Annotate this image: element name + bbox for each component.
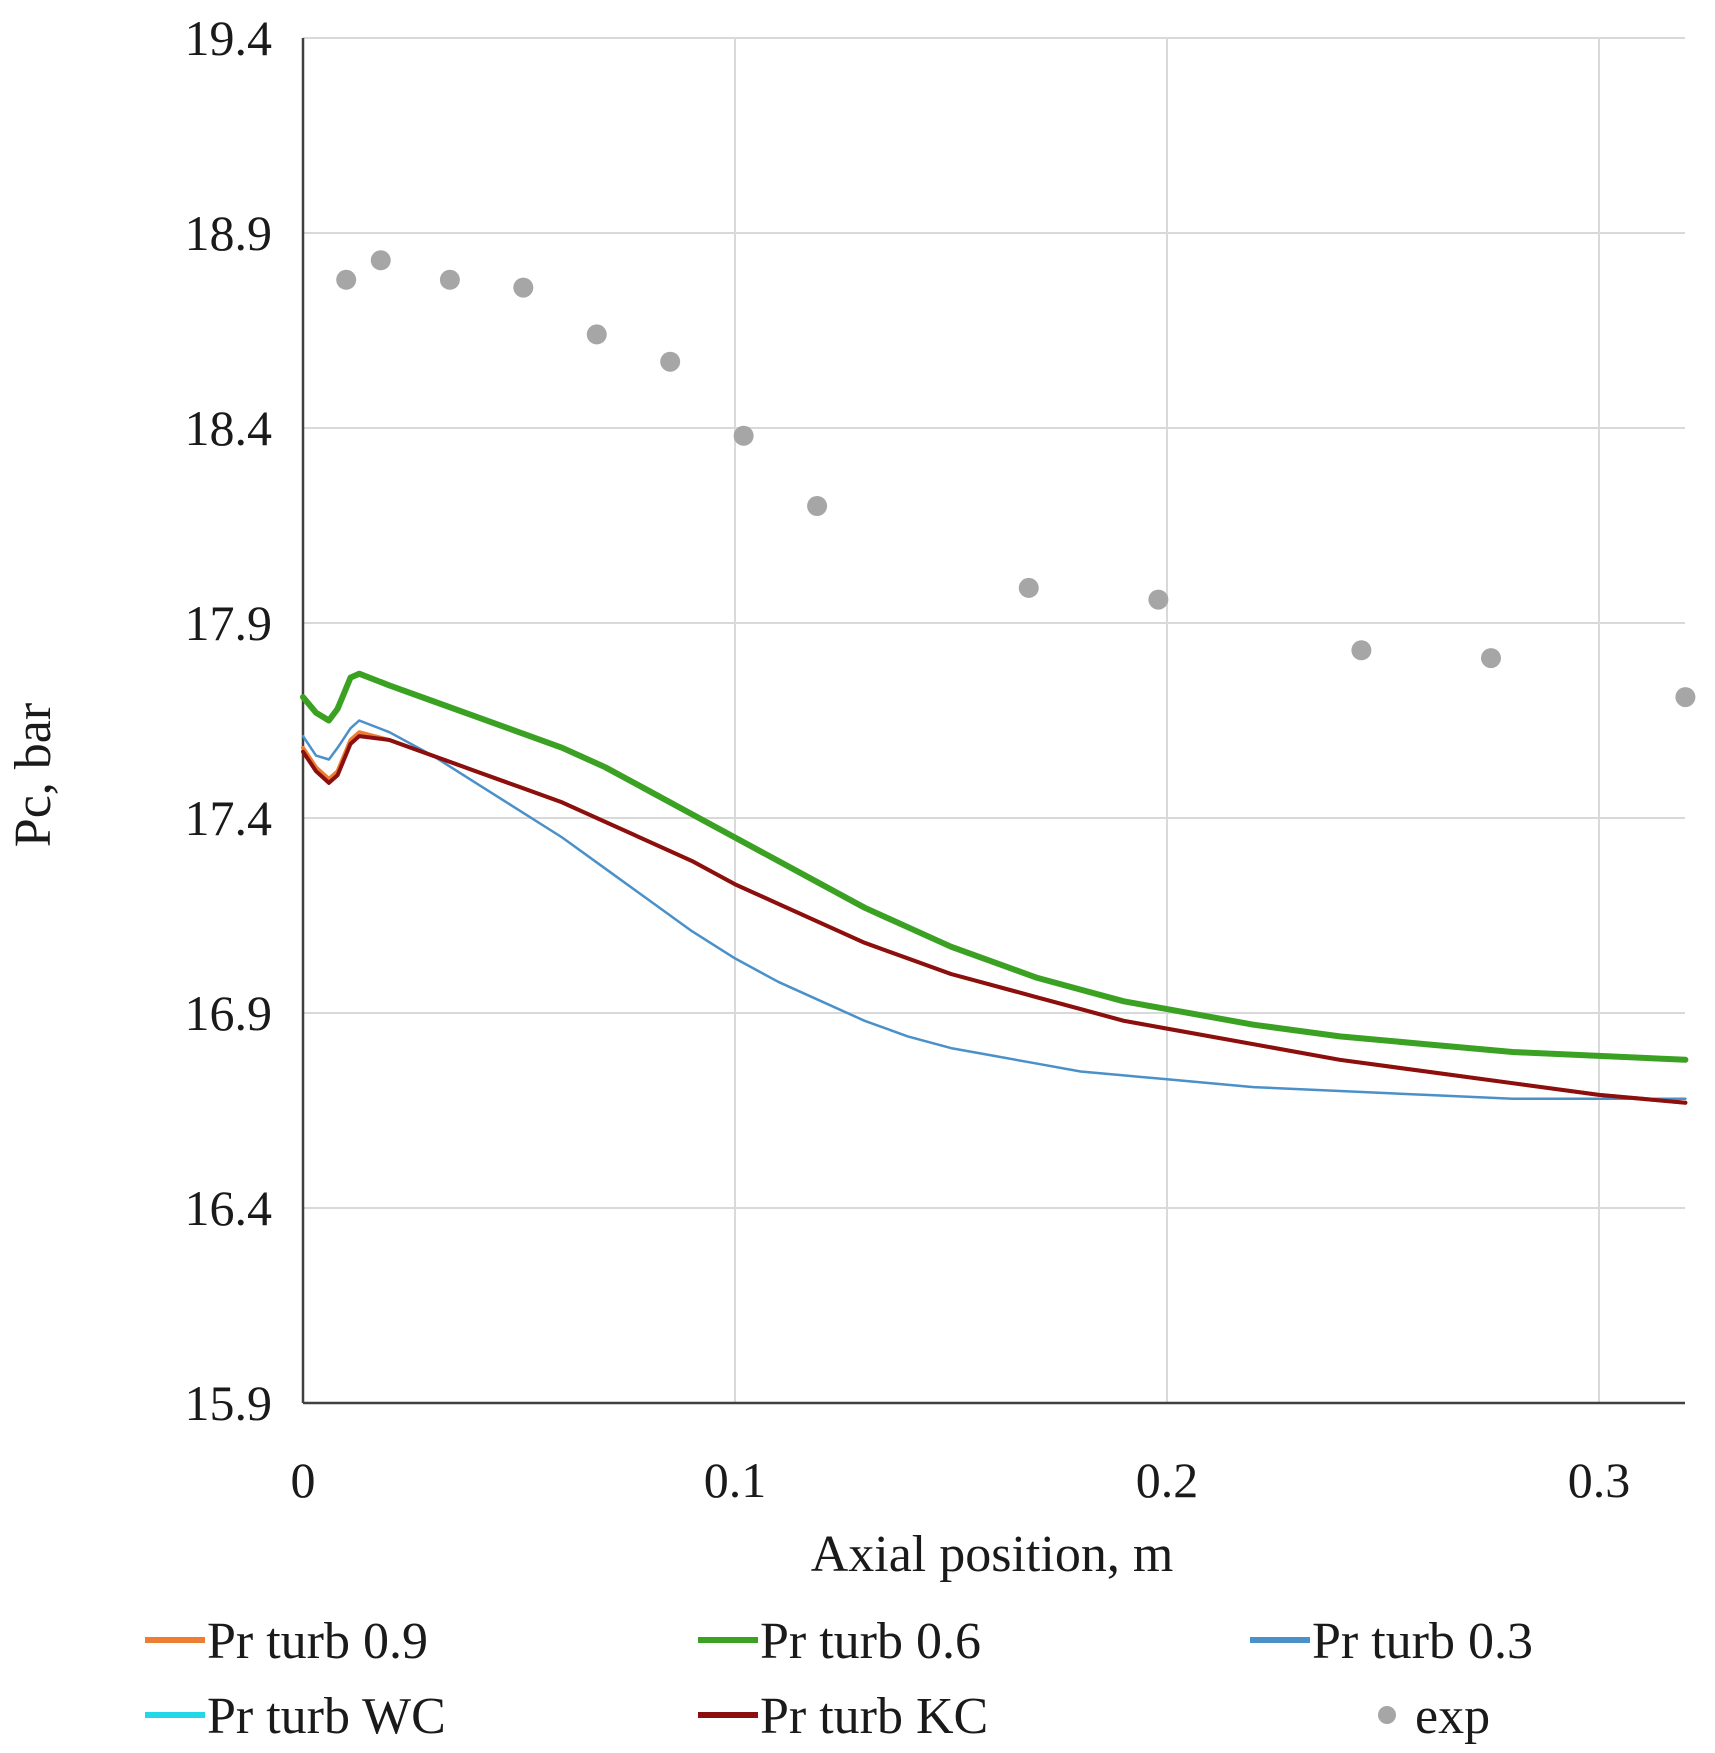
x-axis-title: Axial position, m bbox=[811, 1526, 1174, 1583]
legend-label-pr-turb-0-3: Pr turb 0.3 bbox=[1312, 1613, 1533, 1670]
legend-label-pr-turb-wc: Pr turb WC bbox=[207, 1688, 446, 1745]
y-tick-label: 18.4 bbox=[185, 400, 273, 456]
plot-area bbox=[300, 250, 1696, 1105]
exp-data-point bbox=[1675, 687, 1696, 708]
y-tick-label: 15.9 bbox=[185, 1375, 273, 1431]
series-line-pr-turb-0-6 bbox=[300, 670, 1689, 1063]
series-line-pr-turb-kc bbox=[301, 734, 1688, 1105]
series-line-pr-turb-0-3 bbox=[301, 719, 1687, 1101]
y-axis-title: Pc, bar bbox=[5, 703, 62, 847]
gridlines bbox=[303, 37, 1685, 1403]
exp-data-point bbox=[1481, 648, 1501, 669]
x-tick-label: 0.2 bbox=[1136, 1452, 1199, 1508]
legend-label-pr-turb-0-9: Pr turb 0.9 bbox=[207, 1613, 428, 1670]
legend: Pr turb 0.9 Pr turb 0.6 Pr turb 0.3 Pr turb… bbox=[145, 1613, 1533, 1745]
y-tick-label: 16.9 bbox=[185, 985, 273, 1041]
legend-marker-exp bbox=[1378, 1706, 1396, 1724]
y-tick-label: 18.9 bbox=[185, 205, 273, 261]
exp-data-point bbox=[513, 277, 534, 298]
exp-data-point bbox=[370, 250, 391, 271]
legend-label-pr-turb-kc: Pr turb KC bbox=[760, 1688, 988, 1745]
exp-data-point bbox=[439, 269, 460, 290]
exp-data-point bbox=[336, 269, 357, 290]
x-tick-label: 0 bbox=[291, 1452, 316, 1508]
exp-data-point bbox=[1148, 589, 1169, 610]
x-tick-label: 0.1 bbox=[704, 1452, 767, 1508]
legend-label-exp: exp bbox=[1415, 1688, 1490, 1745]
y-tick-label: 17.4 bbox=[185, 790, 273, 846]
y-tick-label: 16.4 bbox=[185, 1180, 273, 1236]
x-tick-label: 0.3 bbox=[1568, 1452, 1631, 1508]
legend-label-pr-turb-0-6: Pr turb 0.6 bbox=[760, 1613, 981, 1670]
exp-data-point bbox=[586, 324, 607, 345]
exp-data-point bbox=[1018, 577, 1039, 598]
y-tick-label: 17.9 bbox=[185, 595, 273, 651]
exp-data-point bbox=[1351, 640, 1372, 661]
x-tick-labels: 0 0.1 0.2 0.3 bbox=[291, 1452, 1631, 1508]
y-tick-label: 19.4 bbox=[185, 10, 273, 66]
axes bbox=[301, 38, 1685, 1405]
exp-data-point bbox=[733, 425, 754, 446]
exp-data-point bbox=[807, 496, 828, 516]
y-tick-labels: 15.9 16.4 16.9 17.4 17.9 18.4 18.9 19.4 bbox=[185, 10, 273, 1431]
exp-data-point bbox=[660, 351, 681, 372]
